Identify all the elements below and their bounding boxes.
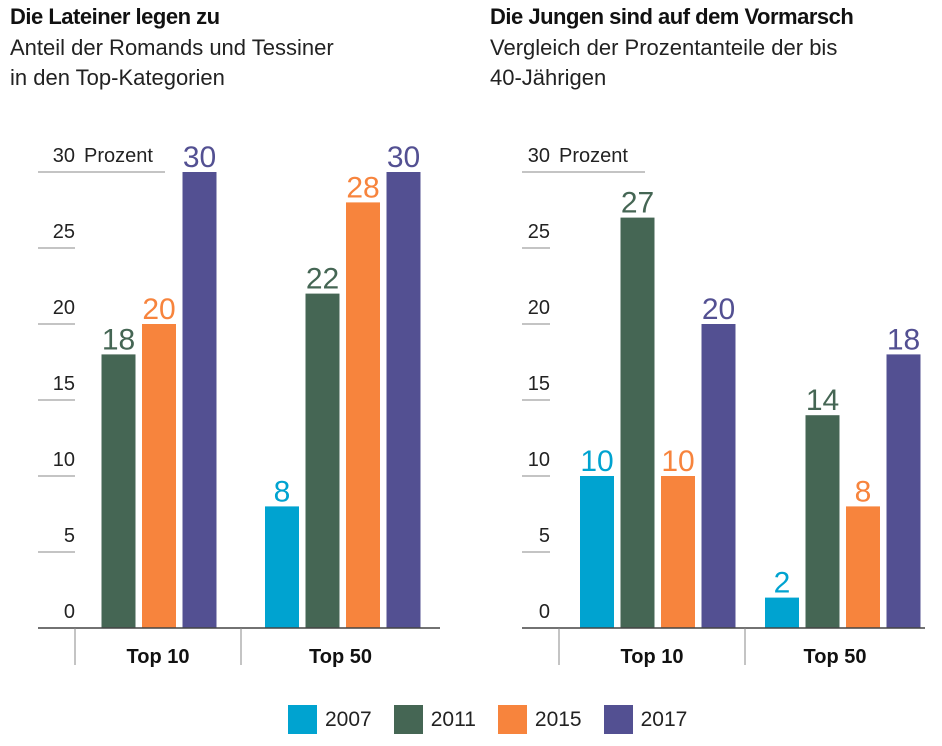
data-label: 8 xyxy=(855,475,872,508)
left-chart-title: Die Lateiner legen zu xyxy=(10,4,220,29)
bar-2015 xyxy=(142,324,176,628)
legend-item-2017: 2017 xyxy=(603,705,688,734)
data-label: 18 xyxy=(102,323,135,356)
legend-label: 2015 xyxy=(534,707,582,731)
y-axis-label: Prozent xyxy=(84,145,153,167)
y-axis-label: Prozent xyxy=(559,145,628,167)
data-label: 30 xyxy=(387,141,420,174)
legend-swatch xyxy=(603,705,633,734)
legend-item-2011: 2011 xyxy=(393,705,476,734)
bar-2011 xyxy=(805,415,840,628)
y-tick-label: 5 xyxy=(539,525,550,547)
y-tick-label: 20 xyxy=(53,297,75,319)
bar-2011 xyxy=(305,293,340,628)
subtitle-line: in den Top-Kategorien xyxy=(10,65,225,90)
bar-2007 xyxy=(580,476,614,628)
y-tick-label: 0 xyxy=(64,601,75,623)
legend-label: 2017 xyxy=(640,707,688,731)
data-label: 20 xyxy=(142,293,175,326)
y-tick-label: 20 xyxy=(528,297,550,319)
data-label: 8 xyxy=(274,475,291,508)
bar-2011 xyxy=(620,217,655,628)
y-tick-label: 10 xyxy=(528,449,550,471)
bar-2015 xyxy=(661,476,695,628)
data-label: 14 xyxy=(806,384,839,417)
x-category-label: Top 10 xyxy=(127,646,190,668)
data-label: 27 xyxy=(621,187,654,220)
legend-item-2015: 2015 xyxy=(497,705,582,734)
data-label: 2 xyxy=(774,567,791,600)
x-category-label: Top 10 xyxy=(621,646,684,668)
legend-swatch xyxy=(393,705,423,734)
y-tick-label: 0 xyxy=(539,601,550,623)
bar-2015 xyxy=(846,506,880,628)
data-label: 30 xyxy=(183,141,216,174)
y-tick-label: 15 xyxy=(528,373,550,395)
y-tick-label: 30 xyxy=(528,145,550,167)
legend-label: 2007 xyxy=(325,707,372,731)
right-chart-subtitle: Vergleich der Prozentanteile der bis 40-… xyxy=(490,33,837,93)
bar-2015 xyxy=(346,202,380,628)
data-label: 18 xyxy=(887,323,920,356)
legend-swatch xyxy=(497,705,527,734)
bar-2017 xyxy=(701,324,736,628)
x-category-label: Top 50 xyxy=(309,646,372,668)
legend-item-2007: 2007 xyxy=(288,705,372,734)
legend-swatch xyxy=(288,705,317,734)
y-tick-label: 30 xyxy=(53,145,75,167)
data-label: 22 xyxy=(306,263,339,296)
data-label: 10 xyxy=(580,445,613,478)
bar-2007 xyxy=(265,506,299,628)
data-label: 20 xyxy=(702,293,735,326)
bar-2011 xyxy=(101,354,136,628)
bar-2007 xyxy=(765,597,799,628)
y-tick-label: 10 xyxy=(53,449,75,471)
data-label: 10 xyxy=(661,445,694,478)
bar-2017 xyxy=(182,172,217,628)
legend: 2007 2011 2015 2017 xyxy=(288,705,709,734)
y-tick-label: 25 xyxy=(53,221,75,243)
y-tick-label: 15 xyxy=(53,373,75,395)
right-chart-title: Die Jungen sind auf dem Vormarsch xyxy=(490,4,854,29)
data-label: 28 xyxy=(346,171,379,204)
bar-2017 xyxy=(386,172,421,628)
x-category-label: Top 50 xyxy=(804,646,867,668)
legend-label: 2011 xyxy=(430,707,476,731)
subtitle-line: 40-Jährigen xyxy=(490,65,607,90)
y-tick-label: 25 xyxy=(528,221,550,243)
y-tick-label: 5 xyxy=(64,525,75,547)
subtitle-line: Vergleich der Prozentanteile der bis xyxy=(490,35,838,60)
subtitle-line: Anteil der Romands und Tessiner xyxy=(10,35,334,60)
left-chart-subtitle: Anteil der Romands und Tessiner in den T… xyxy=(10,33,334,93)
bar-2017 xyxy=(886,354,921,628)
